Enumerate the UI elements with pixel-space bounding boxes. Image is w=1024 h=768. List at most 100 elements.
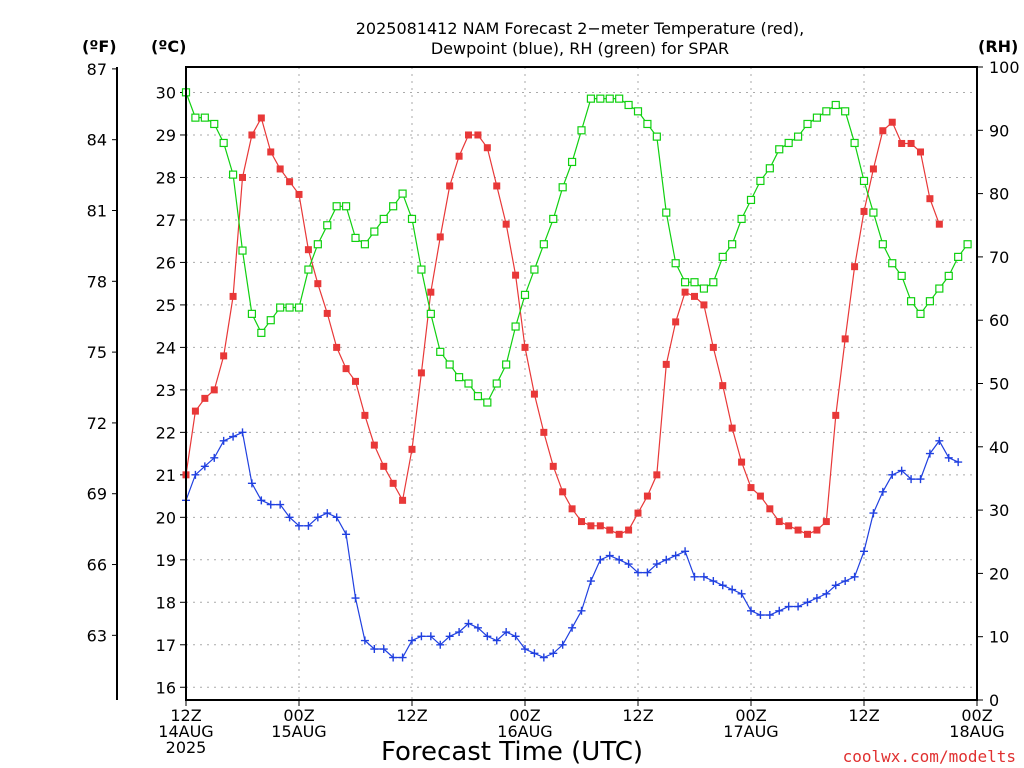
data-point	[333, 343, 341, 351]
data-point	[765, 611, 774, 620]
data-point	[822, 589, 831, 598]
data-point	[831, 100, 840, 110]
data-point	[766, 505, 774, 513]
data-point	[577, 126, 586, 135]
data-point	[511, 632, 520, 641]
x-tick-label: 16AUG	[497, 722, 552, 741]
fahrenheit-tick-label: 87	[87, 60, 107, 79]
data-point	[257, 496, 266, 505]
data-point	[445, 632, 454, 641]
data-point	[681, 547, 690, 556]
data-point	[257, 114, 265, 122]
data-point	[850, 572, 859, 581]
data-point	[586, 577, 595, 586]
data-point	[577, 606, 586, 615]
series-temperature	[182, 114, 943, 538]
data-point	[832, 411, 840, 419]
data-point	[944, 453, 953, 462]
data-point	[916, 475, 925, 484]
data-point	[219, 138, 228, 148]
data-point	[587, 522, 595, 530]
celsius-tick-label: 22	[156, 423, 176, 442]
data-point	[285, 513, 294, 522]
data-point	[370, 645, 379, 654]
data-point	[794, 602, 803, 611]
data-point	[219, 436, 228, 445]
rh-axis: 0 10 20 30 40 50 60 70 80 90 100	[977, 58, 1020, 710]
data-point	[850, 138, 859, 148]
data-point	[624, 100, 633, 110]
data-point	[917, 148, 924, 156]
data-point	[812, 113, 822, 122]
data-point	[738, 458, 746, 466]
data-point	[436, 347, 445, 356]
data-point	[775, 606, 784, 615]
celsius-tick-label: 24	[156, 338, 176, 357]
chart-title: 2025081412 NAM Forecast 2−meter Temperat…	[356, 19, 805, 38]
data-point	[925, 449, 934, 458]
data-point	[426, 632, 435, 641]
data-point	[869, 509, 878, 518]
data-point	[558, 183, 567, 192]
data-point	[709, 278, 718, 287]
rh-tick-label: 90	[989, 121, 1009, 140]
x-tick-label: 00Z	[509, 706, 540, 725]
data-point	[276, 303, 285, 312]
rh-tick-label: 80	[989, 185, 1009, 204]
data-point	[398, 189, 407, 198]
data-point	[210, 119, 219, 129]
data-point	[784, 602, 793, 611]
data-point	[473, 392, 483, 401]
data-point	[878, 487, 887, 496]
data-point	[257, 328, 266, 337]
celsius-tick-label: 20	[156, 508, 176, 527]
data-point	[605, 551, 614, 560]
celsius-tick-label: 21	[156, 466, 176, 485]
data-point	[239, 173, 246, 181]
data-point	[812, 594, 821, 603]
data-point	[822, 518, 830, 526]
fahrenheit-tick-label: 63	[87, 626, 107, 645]
data-point	[897, 466, 906, 475]
celsius-tick-label: 30	[156, 83, 176, 102]
celsius-tick-label: 23	[156, 381, 176, 400]
data-point	[860, 547, 868, 556]
data-point	[379, 214, 388, 224]
data-point	[869, 165, 877, 173]
series-dewpoint	[182, 428, 963, 662]
data-point	[822, 107, 831, 116]
data-point	[304, 246, 312, 254]
data-point	[200, 462, 209, 471]
data-point	[728, 585, 737, 594]
data-point	[680, 278, 690, 287]
data-point	[841, 335, 849, 343]
data-point	[511, 322, 520, 331]
data-point	[360, 636, 369, 645]
data-point	[266, 500, 275, 509]
data-point	[549, 214, 558, 224]
data-point	[747, 606, 755, 615]
data-point	[851, 263, 859, 271]
data-point	[445, 360, 454, 369]
data-point	[210, 453, 219, 462]
data-point	[267, 148, 275, 156]
chart-subtitle: Dewpoint (blue), RH (green) for SPAR	[431, 39, 729, 58]
data-point	[643, 568, 652, 577]
data-point	[426, 309, 435, 318]
data-point	[652, 560, 661, 569]
series-line	[185, 92, 969, 404]
data-point	[859, 176, 869, 186]
data-point	[351, 594, 360, 603]
celsius-tick-label: 16	[156, 678, 176, 697]
data-point	[304, 521, 313, 530]
data-point	[681, 288, 689, 296]
data-point	[624, 560, 633, 569]
fahrenheit-tick-label: 66	[87, 556, 107, 575]
celsius-tick-label: 25	[156, 296, 176, 315]
data-point	[399, 496, 407, 504]
data-point	[699, 572, 708, 581]
data-point	[625, 526, 633, 534]
rh-tick-label: 100	[989, 58, 1020, 77]
data-point	[568, 505, 576, 513]
